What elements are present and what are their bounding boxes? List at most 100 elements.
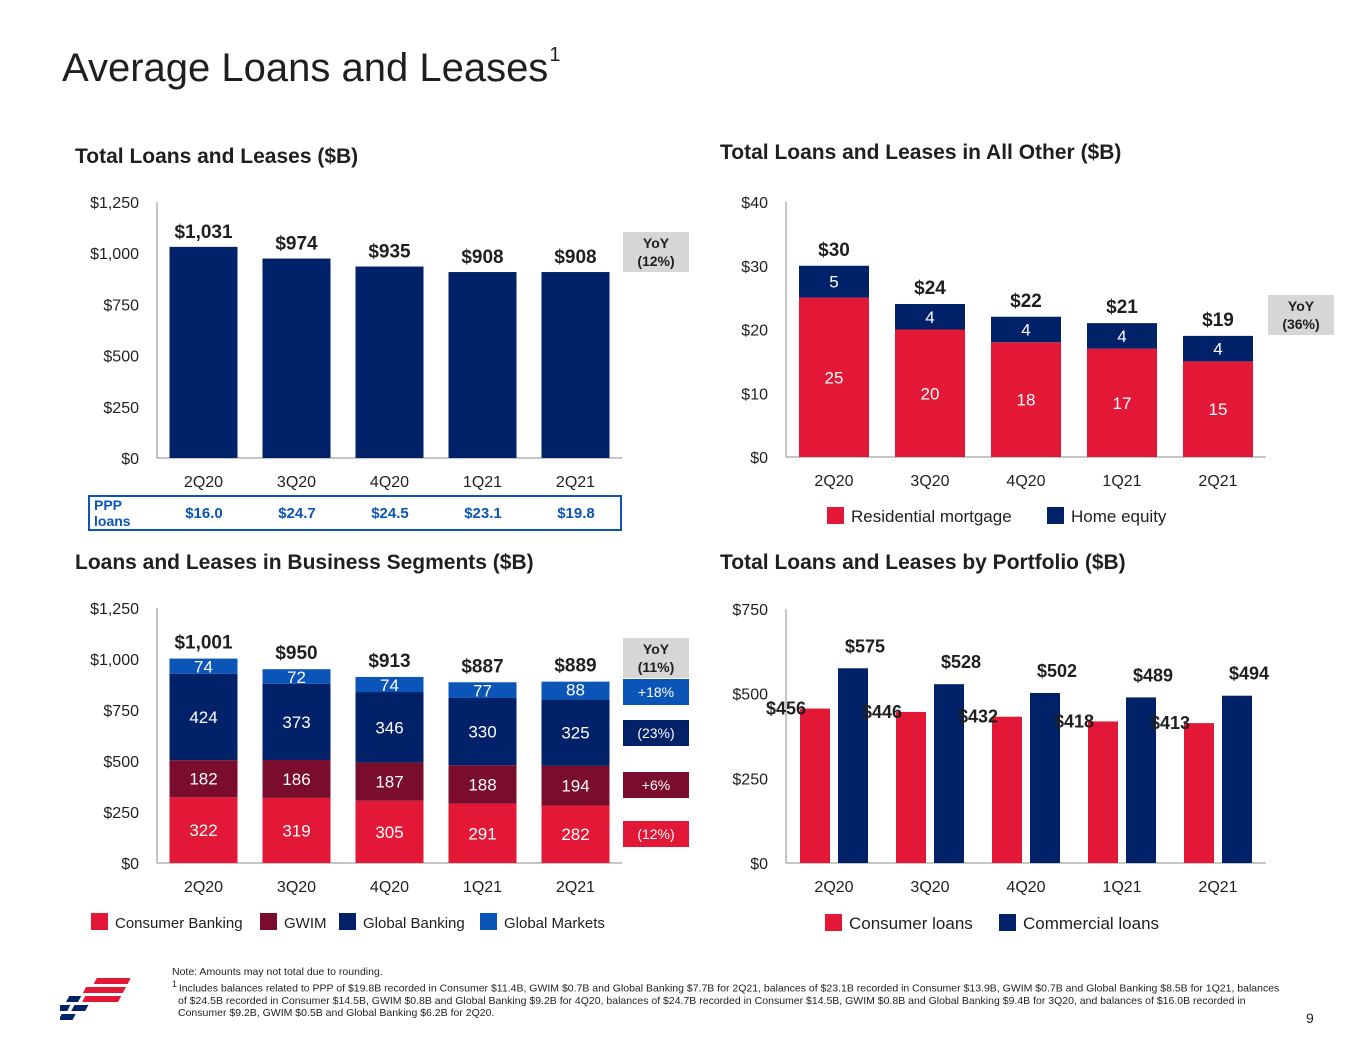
bar <box>262 258 331 458</box>
footnote-note: Note: Amounts may not total due to round… <box>172 966 383 978</box>
bar-value-label: $935 <box>368 242 411 263</box>
ppp-value-3q20: $24.7 <box>278 505 316 522</box>
x-tick-label: 3Q20 <box>277 879 316 896</box>
legend-swatch <box>1047 507 1064 524</box>
x-tick-label: 1Q21 <box>463 474 502 491</box>
bar-total-label: $19 <box>1202 310 1234 331</box>
bar-total-label: $21 <box>1106 297 1138 318</box>
bar <box>1222 695 1252 863</box>
segment-value-label: 322 <box>189 821 217 840</box>
bar-segment <box>541 765 610 806</box>
page-title: Average Loans and Leases1 <box>62 44 561 90</box>
bar <box>992 716 1022 863</box>
ppp-value-4q20: $24.5 <box>371 505 409 522</box>
bar-segment <box>541 805 610 863</box>
legend-swatch <box>260 913 277 930</box>
yoy-gwim: +6% <box>623 772 689 798</box>
segment-value-label: 330 <box>468 723 496 742</box>
segment-value-label: 282 <box>561 825 589 844</box>
yoy-consumer-banking: (12%) <box>623 821 689 847</box>
bar-total-label: $913 <box>368 651 410 672</box>
bar-segment <box>169 797 238 863</box>
bar-segment <box>262 759 331 798</box>
x-tick-label: 4Q20 <box>370 879 409 896</box>
y-tick-label: $250 <box>103 400 139 417</box>
bar-value-label: $418 <box>1054 711 1094 731</box>
legend-label: Consumer Banking <box>115 915 243 932</box>
legend-swatch <box>91 913 108 930</box>
segment-value-label: 77 <box>473 681 492 700</box>
segment-value-label: 72 <box>287 668 306 687</box>
legend-label: Global Markets <box>504 915 605 932</box>
segment-value-label: 4 <box>1213 340 1222 359</box>
yoy-global-banking: (23%) <box>623 720 689 746</box>
legend-label: GWIM <box>284 915 327 932</box>
segment-value-label: 424 <box>189 708 217 727</box>
segment-value-label: 319 <box>282 821 310 840</box>
y-tick-label: $0 <box>121 856 139 873</box>
legend-swatch <box>825 914 842 931</box>
bar <box>1088 721 1118 863</box>
yoy-label: YoY <box>642 235 670 251</box>
y-tick-label: $500 <box>732 687 768 704</box>
bar-total-label: $889 <box>554 656 596 677</box>
bar-segment <box>1087 323 1157 349</box>
bar-total-label: $887 <box>461 656 503 677</box>
x-tick-label: 2Q21 <box>1198 879 1237 896</box>
bar-total-label: $30 <box>818 240 850 261</box>
segment-value-label: 182 <box>189 770 217 789</box>
y-tick-label: $500 <box>103 349 139 366</box>
ppp-label: PPP loans <box>94 497 131 529</box>
bar-segment <box>169 760 238 798</box>
bar-segment <box>355 692 424 763</box>
x-tick-label: 3Q20 <box>910 473 949 490</box>
legend-label: Consumer loans <box>849 914 973 933</box>
yoy-value: (12%) <box>637 253 675 269</box>
bar-total-label: $24 <box>914 278 946 299</box>
x-tick-label: 3Q20 <box>910 879 949 896</box>
bar-segment <box>355 676 424 693</box>
bar-value-label: $575 <box>845 636 885 656</box>
x-tick-label: 4Q20 <box>1006 473 1045 490</box>
bar <box>1030 692 1060 863</box>
bar-segment <box>895 329 965 457</box>
bar-segment <box>262 797 331 863</box>
x-tick-label: 1Q21 <box>463 879 502 896</box>
bar-segment <box>448 803 517 863</box>
bar-segment <box>1087 348 1157 457</box>
page-number: 9 <box>1306 1010 1314 1026</box>
yoy-box-all-other: YoY (36%) <box>1268 295 1334 335</box>
bar-value-label: $1,031 <box>174 222 233 243</box>
yoy-label: YoY <box>1287 298 1315 314</box>
y-tick-label: $1,000 <box>90 652 139 669</box>
legend-label: Commercial loans <box>1023 914 1159 933</box>
yoy-box-total: YoY (12%) <box>623 232 689 272</box>
legend-swatch <box>827 507 844 524</box>
bar-segment <box>991 342 1061 457</box>
x-tick-label: 1Q21 <box>1102 879 1141 896</box>
bar-segment <box>448 682 517 698</box>
yoy-box-segments: YoY (11%) <box>623 638 689 678</box>
bar <box>838 668 868 863</box>
bar-value-label: $413 <box>1150 713 1190 733</box>
legend-swatch <box>339 913 356 930</box>
segment-value-label: 305 <box>375 823 403 842</box>
bar-segment <box>448 697 517 766</box>
x-tick-label: 4Q20 <box>370 474 409 491</box>
y-tick-label: $750 <box>103 297 139 314</box>
ppp-value-2q20: $16.0 <box>185 505 223 522</box>
segment-value-label: 15 <box>1209 400 1228 419</box>
chart-title-all-other: Total Loans and Leases in All Other ($B) <box>720 141 1122 164</box>
segment-value-label: 17 <box>1113 394 1132 413</box>
segment-value-label: 373 <box>282 713 310 732</box>
y-tick-label: $0 <box>750 450 768 467</box>
bar-segment <box>355 762 424 801</box>
bar-segment <box>169 658 238 674</box>
y-tick-label: $30 <box>741 259 768 276</box>
x-tick-label: 2Q21 <box>556 879 595 896</box>
bar-value-label: $974 <box>275 234 318 255</box>
bar-value-label: $502 <box>1037 661 1077 681</box>
y-tick-label: $20 <box>741 323 768 340</box>
bar-segment <box>799 265 869 298</box>
